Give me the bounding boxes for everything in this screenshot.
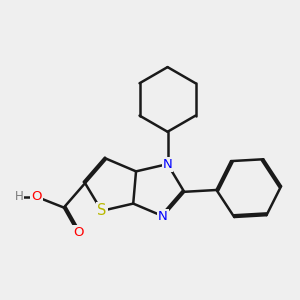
Text: N: N	[163, 158, 172, 171]
Text: H: H	[15, 190, 23, 203]
Text: O: O	[73, 226, 83, 239]
Text: N: N	[158, 210, 168, 223]
Text: S: S	[97, 203, 106, 218]
Text: O: O	[32, 190, 42, 203]
